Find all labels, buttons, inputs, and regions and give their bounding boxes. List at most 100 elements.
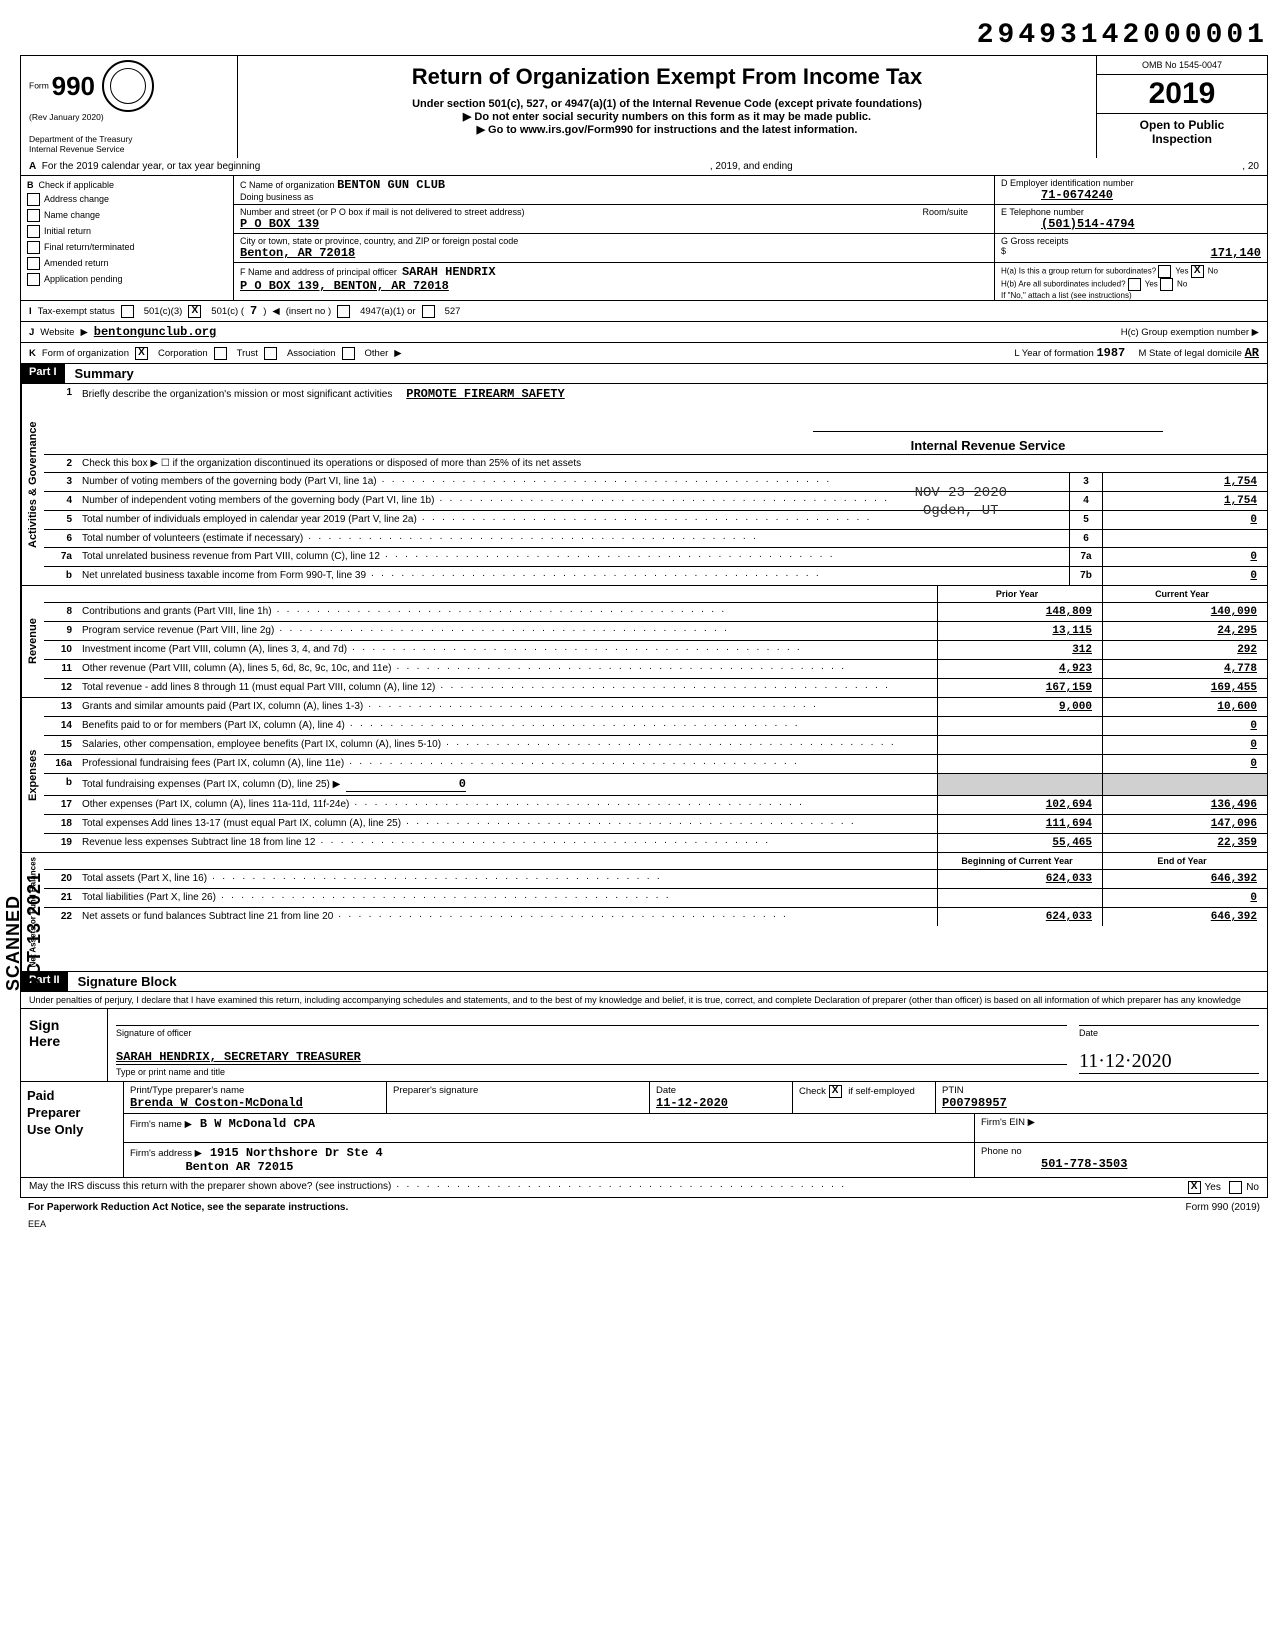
omb-number: OMB No 1545-0047: [1097, 56, 1267, 75]
expenses-section: Expenses 13Grants and similar amounts pa…: [20, 698, 1268, 853]
hdr-end-year: End of Year: [1102, 853, 1267, 869]
v5: 0: [1102, 511, 1267, 529]
chk-other[interactable]: [342, 347, 355, 360]
hb-yes[interactable]: [1128, 278, 1141, 291]
lbl-name: Name change: [44, 210, 100, 220]
form-number: 990: [52, 71, 95, 102]
street-value: P O BOX 139: [240, 217, 319, 231]
by20: 624,033: [937, 870, 1102, 888]
chk-self-emp[interactable]: X: [829, 1085, 842, 1098]
lbl-4947: 4947(a)(1) or: [360, 306, 415, 317]
chk-name[interactable]: [27, 209, 40, 222]
line3: Number of voting members of the governin…: [78, 473, 1069, 491]
dept-treasury: Department of the Treasury: [29, 134, 229, 144]
k-text: Form of organization: [42, 348, 129, 359]
part1-header-row: Part I Summary: [20, 364, 1268, 384]
paid-preparer-block: Paid Preparer Use Only Print/Type prepar…: [20, 1082, 1268, 1178]
inspection: Inspection: [1152, 132, 1212, 146]
hb-no[interactable]: [1160, 278, 1173, 291]
cy9: 24,295: [1102, 622, 1267, 640]
eea: EEA: [20, 1217, 1268, 1231]
i-label: I: [29, 306, 32, 317]
discuss-no[interactable]: [1229, 1181, 1242, 1194]
chk-501c[interactable]: X: [188, 305, 201, 318]
row-i: I Tax-exempt status 501(c)(3) X 501(c) (…: [20, 301, 1268, 322]
discuss-yes[interactable]: X: [1188, 1181, 1201, 1194]
mstate-val: AR: [1245, 346, 1259, 360]
line16a: Professional fundraising fees (Part IX, …: [78, 755, 937, 773]
prep-h1: Print/Type preparer's name: [130, 1085, 244, 1096]
cy11: 4,778: [1102, 660, 1267, 678]
ey20: 646,392: [1102, 870, 1267, 888]
py11: 4,923: [937, 660, 1102, 678]
row-a: A For the 2019 calendar year, or tax yea…: [20, 158, 1268, 176]
py17: 102,694: [937, 796, 1102, 814]
type-print-label: Type or print name and title: [116, 1067, 225, 1077]
chk-corp[interactable]: X: [135, 347, 148, 360]
gross-value: 171,140: [1211, 246, 1261, 260]
cy19: 22,359: [1102, 834, 1267, 852]
chk-pending[interactable]: [27, 273, 40, 286]
py12: 167,159: [937, 679, 1102, 697]
chk-501c3[interactable]: [121, 305, 134, 318]
ha-yes[interactable]: [1158, 265, 1171, 278]
ein-value: 71-0674240: [1041, 188, 1113, 202]
hb-label: H(b) Are all subordinates included?: [1001, 280, 1126, 289]
j-label: J: [29, 327, 34, 338]
hdr-begin-year: Beginning of Current Year: [937, 853, 1102, 869]
part1-title: Summary: [65, 364, 144, 383]
hdr-current-year: Current Year: [1102, 586, 1267, 602]
activities-governance: Activities & Governance 1 Briefly descri…: [20, 384, 1268, 586]
prep-h2: Preparer's signature: [393, 1085, 478, 1096]
lbl-corp: Corporation: [158, 348, 208, 359]
chk-trust[interactable]: [214, 347, 227, 360]
scanned-stamp: SCANNED OCT 13 2021: [3, 852, 45, 991]
phone-val: 501-778-3503: [1041, 1157, 1127, 1171]
f-label: F Name and address of principal officer: [240, 267, 397, 277]
yes-2: Yes: [1145, 280, 1158, 289]
line10: Investment income (Part VIII, column (A)…: [78, 641, 937, 659]
prep-h3: Date: [656, 1085, 676, 1096]
mission-value: PROMOTE FIREARM SAFETY: [406, 387, 564, 401]
use-only-label: Use Only: [27, 1122, 83, 1137]
chk-4947[interactable]: [337, 305, 350, 318]
dba-label: Doing business as: [240, 192, 314, 202]
prep-date: 11-12-2020: [656, 1096, 728, 1110]
chk-527[interactable]: [422, 305, 435, 318]
city-value: Benton, AR 72018: [240, 246, 355, 260]
prep-h4b: if self-employed: [848, 1086, 915, 1097]
chk-final[interactable]: [27, 241, 40, 254]
discuss-yes-lbl: Yes: [1205, 1183, 1221, 1194]
chk-amended[interactable]: [27, 257, 40, 270]
line17: Other expenses (Part IX, column (A), lin…: [78, 796, 937, 814]
form-prefix: Form: [29, 81, 49, 91]
lbl-trust: Trust: [237, 348, 258, 359]
no-1: No: [1208, 267, 1218, 276]
line18: Total expenses Add lines 13-17 (must equ…: [78, 815, 937, 833]
part1-tag: Part I: [21, 364, 65, 383]
tel-label: E Telephone number: [1001, 207, 1084, 217]
ha-no[interactable]: X: [1191, 265, 1204, 278]
prep-h5: PTIN: [942, 1085, 964, 1096]
officer-name: SARAH HENDRIX, SECRETARY TREASURER: [116, 1050, 361, 1064]
insert-no: (insert no ): [286, 306, 331, 317]
ey21: 0: [1102, 889, 1267, 907]
gross-label: G Gross receipts: [1001, 236, 1069, 246]
chk-assoc[interactable]: [264, 347, 277, 360]
lyear-label: L Year of formation: [1014, 348, 1093, 359]
cy16a: 0: [1102, 755, 1267, 773]
lbl-501c-close: ): [263, 306, 266, 317]
line22: Net assets or fund balances Subtract lin…: [78, 908, 937, 926]
tab-revenue: Revenue: [21, 586, 44, 697]
c-name-label: C Name of organization: [240, 180, 335, 190]
cy15: 0: [1102, 736, 1267, 754]
line7b: Net unrelated business taxable income fr…: [78, 567, 1069, 585]
sign-label: Sign: [29, 1017, 59, 1033]
chk-initial[interactable]: [27, 225, 40, 238]
sig-officer-label: Signature of officer: [116, 1028, 191, 1038]
chk-address[interactable]: [27, 193, 40, 206]
lbl-final: Final return/terminated: [44, 242, 135, 252]
city-label: City or town, state or province, country…: [240, 236, 518, 246]
line16b: Total fundraising expenses (Part IX, col…: [82, 779, 340, 790]
preparer-name: Brenda W Coston-McDonald: [130, 1096, 303, 1110]
